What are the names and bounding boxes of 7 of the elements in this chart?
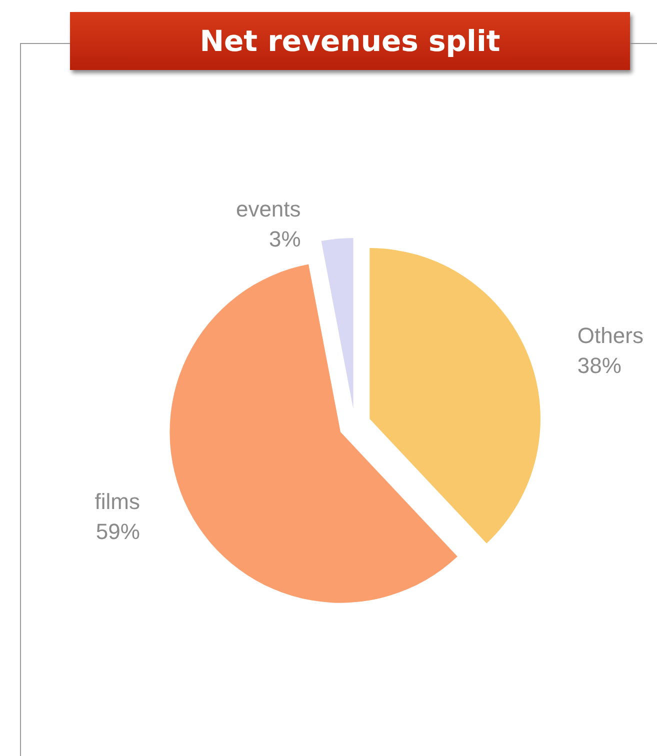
slice-label: films: [94, 488, 140, 514]
data-label: 38%: [577, 352, 622, 378]
slice-label: events: [236, 196, 301, 222]
slice-label: Others: [577, 322, 644, 348]
data-label: 59%: [96, 518, 140, 544]
data-label: 3%: [268, 226, 301, 252]
chart-title: Net revenues split: [70, 12, 630, 70]
